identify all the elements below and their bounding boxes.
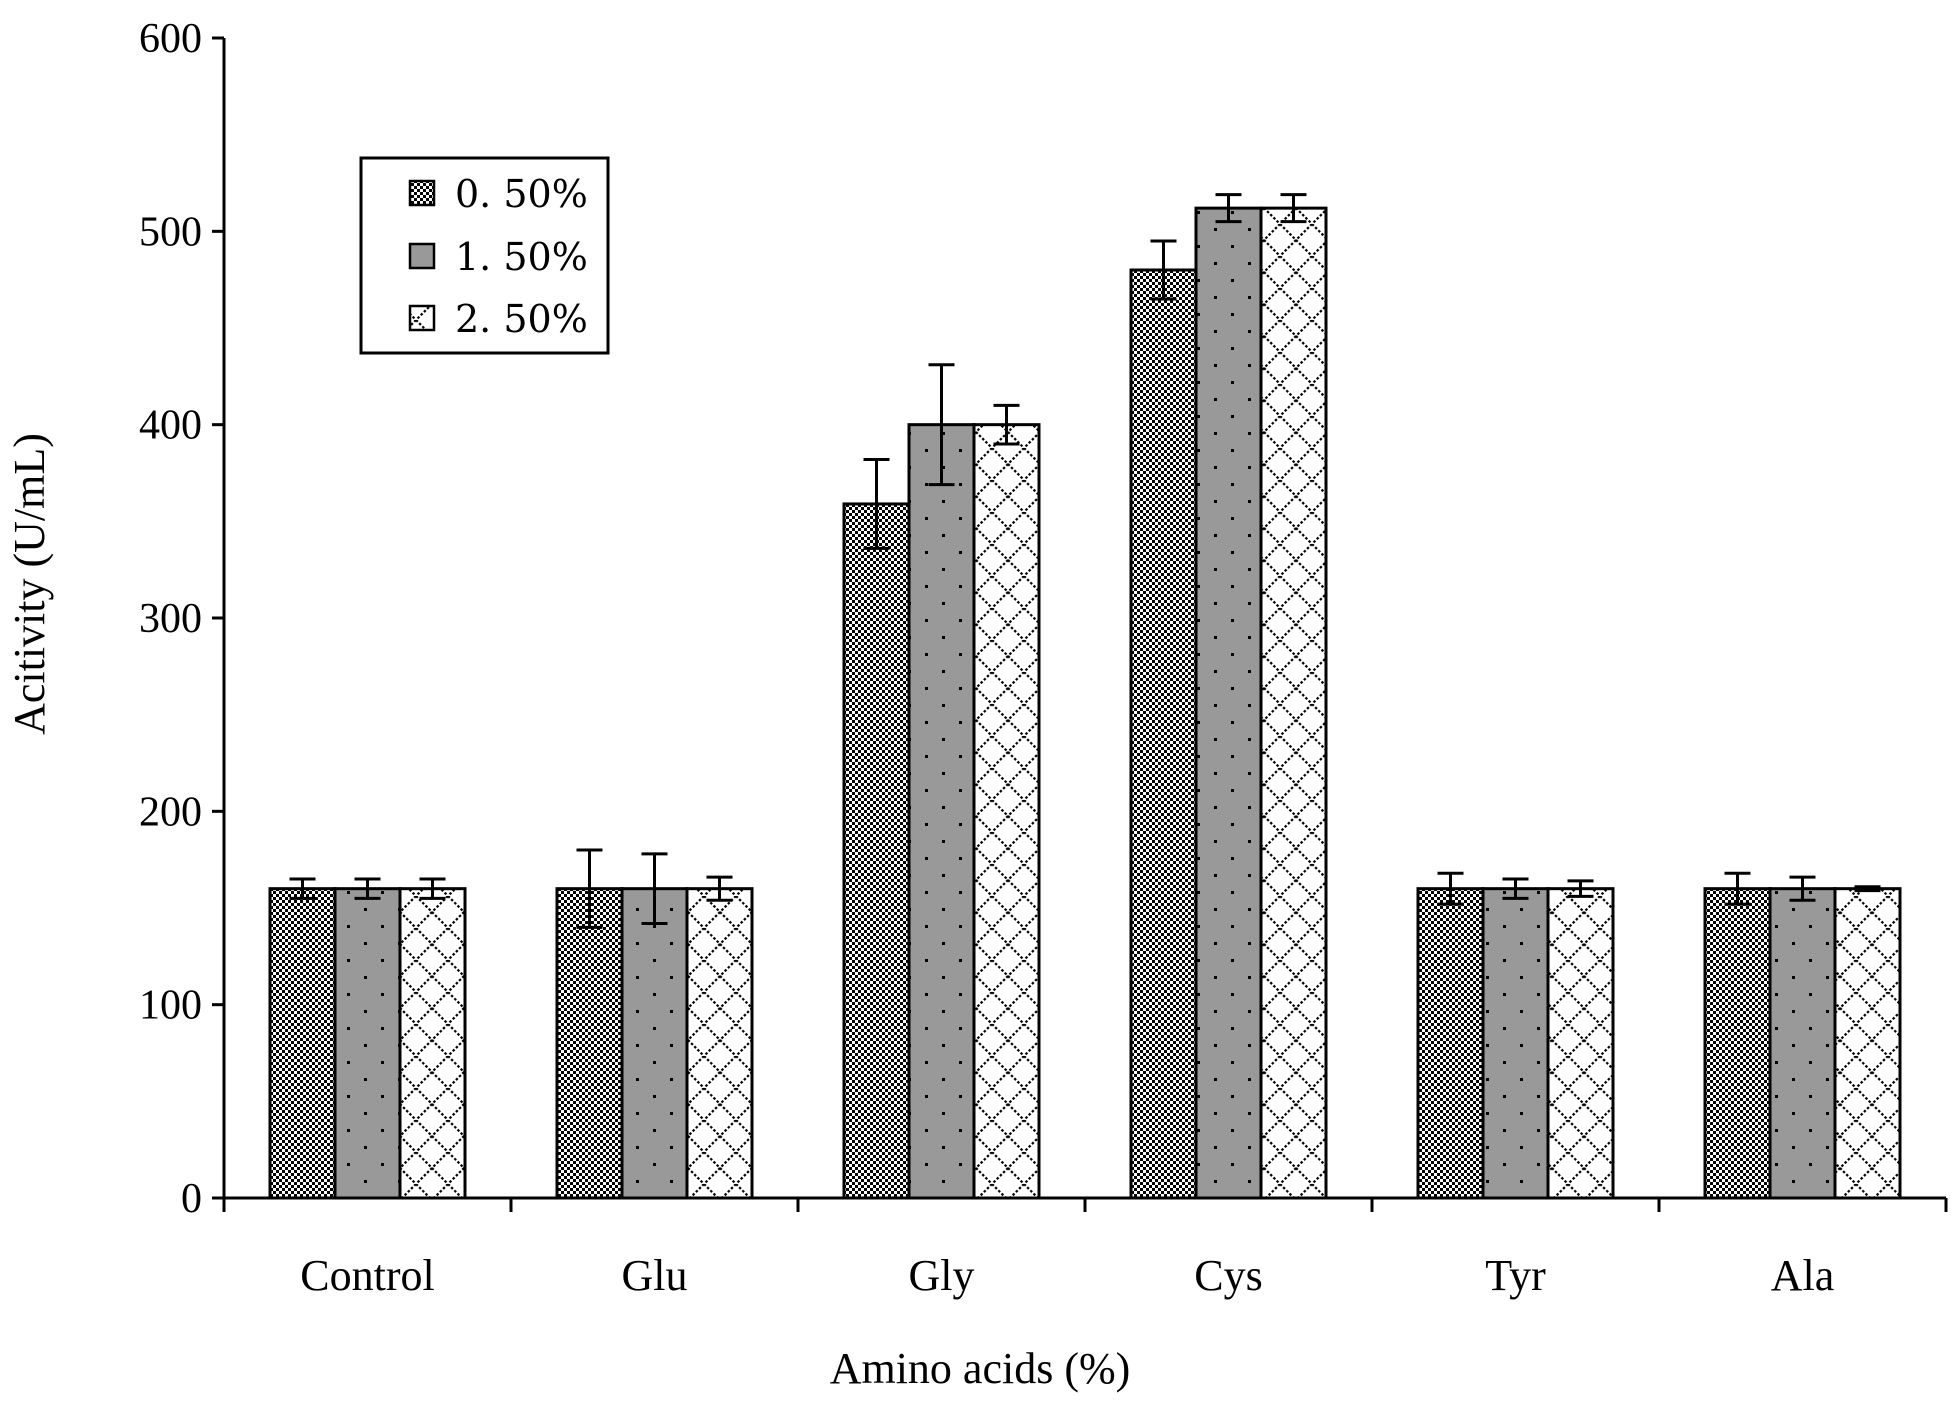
x-tick-label-cys: Cys [1194, 1251, 1262, 1300]
legend-swatch-0 [408, 179, 436, 207]
legend-swatch-2 [408, 304, 436, 332]
error-bar-control-series-2 [419, 877, 446, 900]
legend-label-2: 2. 50% [455, 297, 588, 341]
legend-swatch-1 [408, 242, 436, 270]
error-bar-glu-series-1 [641, 852, 668, 925]
error-bar-tyr-series-0 [1437, 871, 1464, 906]
x-axis-title: Amino acids (%) [830, 1344, 1131, 1393]
legend-box [359, 156, 610, 355]
legend-item-0: 0. 50% [408, 172, 588, 216]
legend-item-1: 1. 50% [408, 235, 588, 279]
y-tick-label-200: 200 [139, 789, 202, 835]
bars-layer [268, 206, 1902, 1200]
error-bar-gly-series-2 [993, 403, 1020, 446]
bar-glu-series-0 [555, 887, 624, 1200]
bar-gly-series-1 [907, 423, 976, 1200]
legend-label-0: 0. 50% [455, 172, 588, 216]
bar-tyr-series-0 [1416, 887, 1485, 1200]
y-tick-label-300: 300 [139, 596, 202, 642]
legend: 0. 50% 1. 50% 2. 50% [359, 156, 610, 355]
y-axis-title: Acitivity (U/mL) [5, 433, 54, 735]
bar-ala-series-0 [1703, 887, 1772, 1200]
bar-tyr-series-2 [1546, 887, 1615, 1200]
error-bar-glu-series-2 [706, 875, 733, 902]
bar-gly-series-0 [842, 502, 911, 1200]
error-bar-ala-series-2 [1854, 885, 1881, 893]
x-tick-label-ala: Ala [1771, 1251, 1835, 1300]
error-bar-gly-series-1 [928, 363, 955, 487]
error-bar-cys-series-1 [1215, 193, 1242, 224]
legend-item-2: 2. 50% [408, 297, 588, 341]
error-bar-tyr-series-1 [1502, 877, 1529, 900]
y-tick-label-600: 600 [139, 16, 202, 62]
bar-control-series-1 [333, 887, 402, 1200]
y-tick-label-100: 100 [139, 983, 202, 1029]
error-bar-control-series-1 [354, 877, 381, 900]
bar-cys-series-2 [1259, 206, 1328, 1200]
x-tick-label-tyr: Tyr [1485, 1251, 1546, 1300]
error-bar-cys-series-2 [1280, 193, 1307, 224]
error-bar-tyr-series-2 [1567, 879, 1594, 898]
bar-cys-series-1 [1194, 206, 1263, 1200]
error-bar-control-series-0 [289, 877, 316, 900]
bar-gly-series-2 [972, 423, 1041, 1200]
x-tick-label-glu: Glu [622, 1251, 688, 1300]
bar-control-series-0 [268, 887, 337, 1200]
bar-ala-series-1 [1768, 887, 1837, 1200]
y-tick-label-0: 0 [181, 1176, 202, 1222]
axes: 0 100 200 300 400 500 600 Control Glu Gly Cys Tyr Al… [139, 16, 1948, 1300]
bar-control-series-2 [398, 887, 467, 1200]
y-tick-label-400: 400 [139, 403, 202, 449]
x-tick-label-control: Control [300, 1251, 434, 1300]
error-bar-gly-series-0 [863, 457, 890, 550]
error-bar-ala-series-0 [1724, 871, 1751, 906]
legend-label-1: 1. 50% [455, 235, 588, 279]
bar-cys-series-0 [1129, 268, 1198, 1200]
bar-ala-series-2 [1833, 887, 1902, 1200]
error-bar-ala-series-1 [1789, 875, 1816, 902]
bar-glu-series-1 [620, 887, 689, 1200]
error-bar-cys-series-0 [1150, 239, 1177, 301]
bar-glu-series-2 [685, 887, 754, 1200]
error-bars-layer [289, 193, 1881, 929]
y-tick-label-500: 500 [139, 209, 202, 255]
error-bar-glu-series-0 [576, 848, 603, 929]
bar-tyr-series-1 [1481, 887, 1550, 1200]
x-tick-label-gly: Gly [909, 1251, 975, 1300]
